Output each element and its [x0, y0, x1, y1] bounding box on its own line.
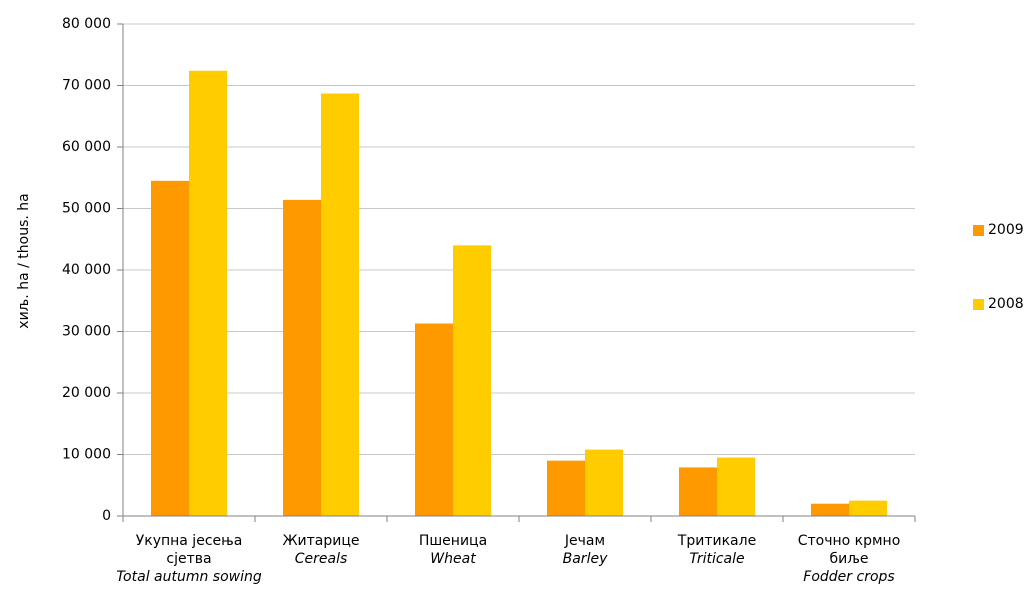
axes: [122, 24, 916, 522]
bar-2008: [849, 500, 887, 516]
legend-label: 2009: [988, 222, 1024, 238]
y-tick-label: 70 000: [62, 78, 111, 94]
legend-label: 2008: [988, 296, 1024, 312]
y-axis-label: хиљ. ha / thous. ha: [16, 193, 32, 328]
category-label: биље: [830, 551, 869, 567]
y-tick-label: 20 000: [62, 385, 111, 401]
bar-2009: [811, 503, 849, 516]
bar-2009: [151, 180, 189, 516]
bar-2008: [189, 70, 227, 517]
category-label: Пшеница: [419, 533, 487, 549]
y-tick-labels: 0 10 000 20 000 30 000 40 000 50 000 60 000 70 …: [62, 16, 111, 524]
y-tick-label: 60 000: [62, 139, 111, 155]
category-label-en: Total autumn sowing: [116, 569, 262, 585]
category-label: сјетва: [166, 551, 211, 567]
category-label: Тритикале: [677, 533, 756, 549]
category-label-en: Fodder crops: [803, 569, 894, 585]
gridlines: [117, 23, 915, 517]
bar-2008: [585, 449, 623, 516]
bar-2008: [453, 245, 491, 516]
bar-2009: [547, 460, 585, 516]
category-label: Житарице: [282, 533, 359, 549]
x-category-labels: Укупна јесења сјетва Total autumn sowing Жи…: [116, 533, 900, 585]
y-tick-label: 10 000: [62, 447, 111, 463]
legend-swatch-2008: [973, 299, 984, 310]
y-tick-label: 40 000: [62, 262, 111, 278]
category-label-en: Wheat: [430, 551, 476, 567]
bar-2009: [679, 467, 717, 516]
legend: 2009 2008: [973, 222, 1024, 312]
y-tick-label: 80 000: [62, 16, 111, 32]
bar-2009: [283, 199, 321, 516]
category-label-en: Triticale: [689, 551, 744, 567]
category-label-en: Barley: [563, 551, 608, 567]
y-tick-label: 30 000: [62, 324, 111, 340]
bars: [151, 70, 887, 517]
category-label: Сточно крмно: [798, 533, 901, 549]
category-label: Укупна јесења: [136, 533, 243, 549]
category-label-en: Cereals: [295, 551, 348, 567]
bar-2008: [321, 93, 359, 517]
legend-swatch-2009: [973, 225, 984, 236]
y-tick-label: 50 000: [62, 201, 111, 217]
bar-2009: [415, 323, 453, 516]
bar-2008: [717, 457, 755, 516]
y-tick-label: 0: [102, 508, 111, 524]
category-label: Јечам: [564, 533, 605, 549]
